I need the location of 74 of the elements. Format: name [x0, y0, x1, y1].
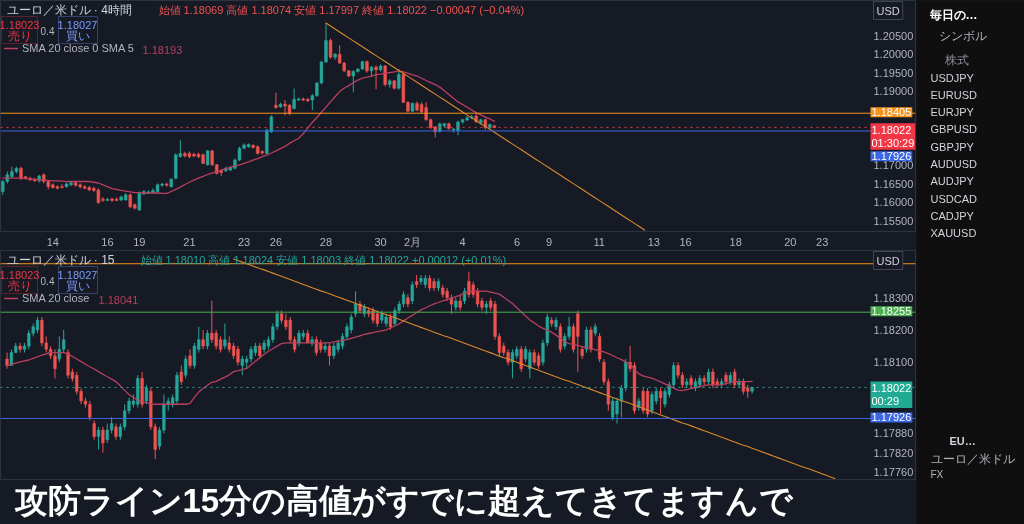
annotation: 1.18027 [57, 268, 98, 281]
text: FX [930, 469, 944, 480]
x-tick-label: 6 [514, 235, 521, 248]
x-tick-label: 26 [269, 235, 283, 248]
ref-line-label: 1.18405 [871, 106, 912, 119]
text: EURJPY [930, 106, 975, 119]
annotation: 買い [65, 278, 90, 293]
x-tick-label: 2月 [403, 235, 422, 248]
x-tick-label: 30 [374, 235, 387, 248]
annotation: 1.18027 [57, 18, 98, 31]
y-tick-label: 1.18300 [873, 291, 914, 304]
annotation: 1.18023 [0, 268, 40, 281]
ref-line-label: 1.17926 [871, 411, 912, 424]
text: EU… [949, 434, 976, 447]
ref-line-label: 1.18022 00:29 [871, 382, 912, 408]
text: シンボル [938, 28, 987, 43]
ref-line-label: 1.18022 01:30:29 [871, 124, 915, 149]
text: CADJPY [930, 209, 975, 222]
text: AUDUSD [930, 158, 978, 170]
y-axis-title: USD [876, 4, 900, 17]
y-tick-label: 1.18100 [873, 356, 914, 369]
text: 攻防ライン15分の高値がすでに超えてきてますんで [13, 481, 795, 519]
ref-line-label: 1.18255 [871, 305, 912, 318]
legend-label: SMA 20 close [22, 292, 90, 304]
y-tick-label: 1.17880 [873, 427, 914, 440]
x-tick-label: 16 [679, 235, 692, 248]
x-tick-label: 16 [101, 235, 114, 248]
chart-title: ユーロ／米ドル · 4時間 [6, 2, 132, 17]
annotation: 1.18023 [0, 18, 40, 31]
annotation: 売り [7, 28, 32, 43]
legend-label: SMA 20 close 0 SMA 5 [22, 42, 134, 54]
annotation: 買い [65, 28, 90, 43]
y-axis-title: USD [876, 254, 900, 267]
y-tick-label: 1.16000 [873, 196, 914, 209]
text: GBPUSD [930, 123, 978, 136]
text: ユーロ／米ドル [930, 451, 1015, 466]
x-tick-label: 14 [46, 235, 59, 248]
y-tick-label: 1.15500 [873, 214, 914, 227]
annotation: 1.18041 [98, 293, 139, 306]
annotation: 売り [7, 278, 32, 293]
x-tick-label: 23 [816, 235, 829, 248]
chart-subtitle: 始値 1.18069 高値 1.18074 安値 1.17997 終値 1.18022 −0.00047 (−0.04%) [158, 3, 525, 16]
x-tick-label: 19 [133, 235, 146, 248]
text: AUDJPY [930, 175, 975, 188]
x-tick-label: 21 [183, 235, 196, 248]
y-tick-label: 1.17760 [873, 466, 914, 479]
annotation: 0.4 [40, 275, 55, 287]
text: 毎日の… [928, 7, 978, 22]
annotation: 1.18193 [142, 43, 183, 56]
text: XAUUSD [930, 227, 977, 240]
text: USDJPY [930, 71, 975, 84]
x-tick-label: 4 [459, 235, 466, 248]
y-tick-label: 1.20500 [873, 29, 914, 42]
x-tick-label: 13 [647, 235, 660, 248]
x-tick-label: 9 [545, 235, 553, 248]
text: 株式 [943, 52, 969, 67]
text: USDCAD [930, 192, 978, 205]
y-tick-label: 1.19500 [873, 66, 914, 79]
ref-line-label: 1.17926 [871, 150, 912, 163]
chart-title: ユーロ／米ドル · 15 [6, 252, 115, 267]
y-tick-label: 1.19000 [873, 85, 914, 98]
annotation: 0.4 [40, 25, 55, 37]
x-tick-label: 23 [237, 235, 251, 248]
chart-subtitle: 始値 1.18010 高値 1.18024 安値 1.18003 終値 1.18022 +0.00012 (+0.01%) [140, 253, 507, 266]
y-tick-label: 1.16500 [873, 177, 914, 190]
x-tick-label: 18 [729, 235, 742, 248]
y-tick-label: 1.17820 [873, 446, 914, 459]
x-tick-label: 20 [784, 235, 797, 248]
text: GBPJPY [930, 140, 975, 153]
text: EURUSD [930, 88, 978, 101]
y-tick-label: 1.20000 [873, 48, 914, 61]
y-tick-label: 1.18200 [873, 323, 914, 336]
x-tick-label: 28 [319, 235, 333, 248]
x-tick-label: 11 [593, 235, 605, 248]
